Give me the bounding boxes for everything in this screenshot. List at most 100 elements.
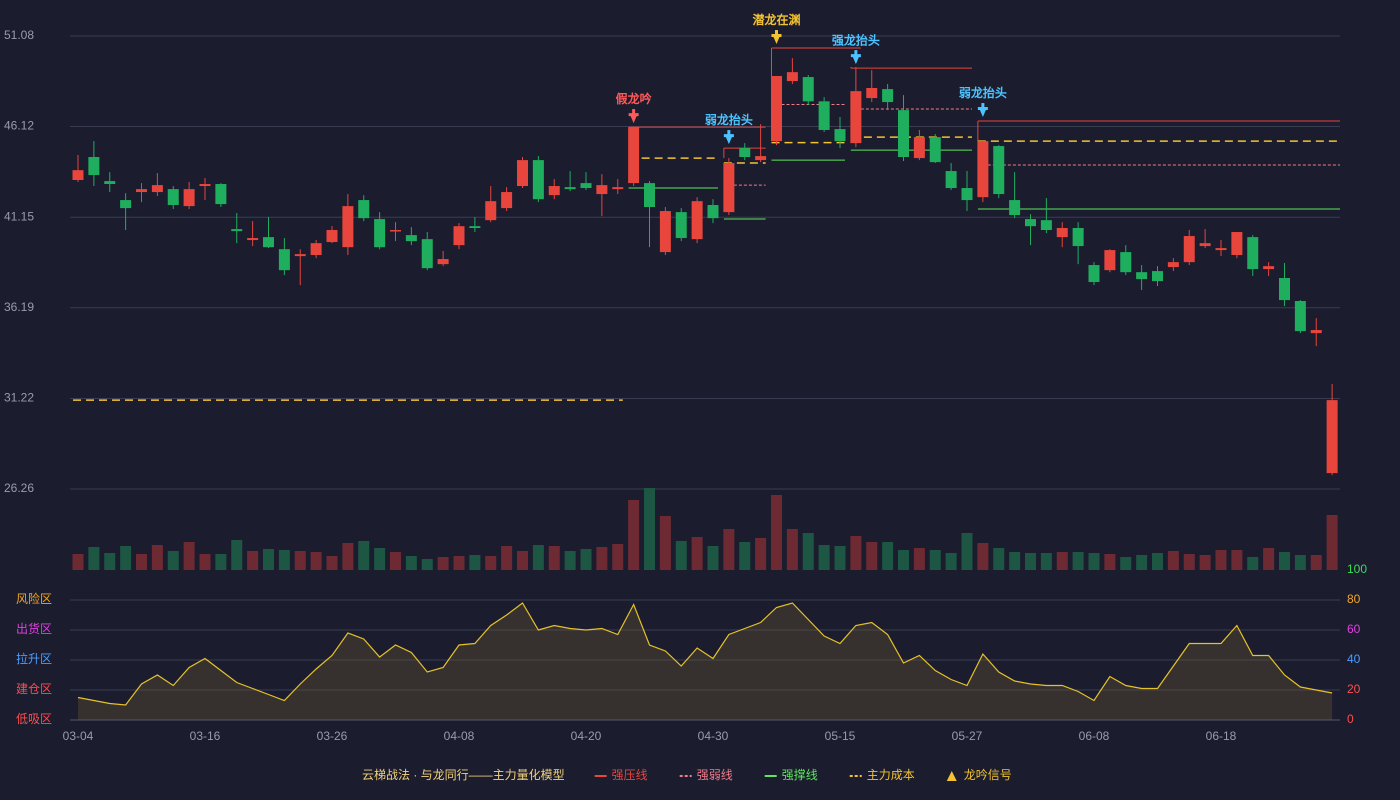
volume-bar [294, 551, 306, 570]
candle-body [532, 160, 544, 200]
candle-body [913, 137, 925, 159]
candle-body [88, 157, 100, 176]
candle-body [707, 205, 719, 219]
x-tick-label: 04-20 [571, 729, 602, 743]
signal-arrow-stem [981, 103, 985, 109]
y-tick-label: 41.15 [4, 209, 34, 223]
y2-tick-label: 0 [1347, 712, 1354, 726]
y2-tick-label: 20 [1347, 682, 1361, 696]
candle-body [1263, 266, 1275, 270]
candle-body [342, 206, 354, 248]
candle-body [659, 211, 671, 253]
candle-body [898, 110, 909, 158]
signal-label: 潜龙在渊 [752, 12, 800, 27]
candle-body [786, 72, 798, 82]
candle-body [961, 188, 973, 201]
volume-bar [580, 549, 592, 570]
x-tick-label: 04-30 [698, 729, 729, 743]
candle-body [1215, 248, 1227, 251]
volume-bar [786, 529, 798, 570]
candle-body [374, 219, 386, 248]
volume-bar [993, 548, 1005, 570]
volume-bar [707, 546, 719, 570]
candle-body [644, 183, 655, 208]
candle-body [723, 163, 735, 213]
volume-bar [1231, 550, 1243, 570]
signal-arrow-stem [854, 50, 858, 56]
candle-body [278, 249, 290, 271]
candle-body [1279, 278, 1290, 301]
volume-bar [628, 500, 640, 570]
volume-bar [834, 546, 846, 570]
candle-body [802, 77, 814, 102]
candle-body [1247, 237, 1259, 270]
indicator-line [77, 602, 1333, 706]
volume-bar [818, 545, 830, 570]
volume-bar [755, 538, 767, 570]
volume-bar [358, 541, 370, 570]
volume-bar [945, 553, 957, 570]
candle-body [1231, 232, 1243, 256]
volume-bar [1025, 553, 1036, 570]
volume-bar [771, 495, 782, 570]
volume-bar [961, 533, 973, 570]
candle-body [231, 229, 243, 232]
volume-bar [1294, 555, 1306, 570]
candle-body [771, 75, 782, 142]
candle-body [993, 146, 1005, 195]
volume-bar [850, 536, 862, 570]
volume-bar [548, 546, 560, 570]
legend-symbol [946, 771, 957, 781]
candle-body [120, 200, 132, 209]
signal-arrow [723, 134, 734, 145]
candle-body [453, 226, 465, 246]
volume-bar [1120, 557, 1132, 570]
legend-label: 强撑线 [782, 767, 818, 782]
volume-bar [1088, 553, 1100, 570]
candle-body [945, 171, 957, 189]
volume-bar [596, 547, 608, 570]
volume-bar [390, 552, 401, 570]
candle-body [1104, 250, 1116, 271]
signal-arrow-stem [727, 130, 731, 136]
candle-body [834, 129, 846, 142]
volume-bar [1136, 555, 1148, 570]
y2-tick-label: 80 [1347, 592, 1361, 606]
volume-bar [1040, 553, 1052, 570]
candle-body [326, 230, 338, 243]
candle-body [977, 141, 989, 198]
volume-bar [278, 550, 290, 570]
indicator-area [78, 603, 1333, 720]
x-tick-label: 05-15 [825, 729, 856, 743]
legend-label: 主力成本 [867, 768, 915, 782]
legend-label: 龙吟信号 [964, 767, 1012, 782]
x-tick-label: 03-16 [190, 729, 221, 743]
volume-bar [374, 548, 386, 570]
volume-bar [215, 554, 227, 570]
volume-bar [72, 554, 84, 570]
volume-bar [929, 550, 941, 570]
volume-bar [1183, 554, 1195, 570]
x-tick-label: 03-26 [317, 729, 348, 743]
volume-bar [532, 545, 544, 570]
volume-bar [421, 559, 433, 570]
x-tick-label: 04-08 [444, 729, 475, 743]
candle-body [358, 200, 370, 219]
signal-arrow [771, 34, 782, 45]
candle-body [1294, 301, 1306, 332]
legend-label: 强弱线 [697, 768, 733, 782]
candle-body [596, 185, 608, 195]
volume-bar [326, 556, 338, 570]
volume-bar [485, 556, 497, 570]
candle-body [247, 238, 259, 241]
candle-body [691, 201, 703, 240]
candle-body [1199, 243, 1211, 247]
volume-bar [1152, 553, 1163, 570]
volume-bar [691, 537, 703, 570]
candle-body [1167, 262, 1179, 268]
volume-bar [501, 546, 513, 570]
candle-body [104, 181, 116, 185]
volume-bar [167, 551, 179, 570]
candle-body [850, 91, 862, 144]
candle-body [517, 160, 528, 187]
